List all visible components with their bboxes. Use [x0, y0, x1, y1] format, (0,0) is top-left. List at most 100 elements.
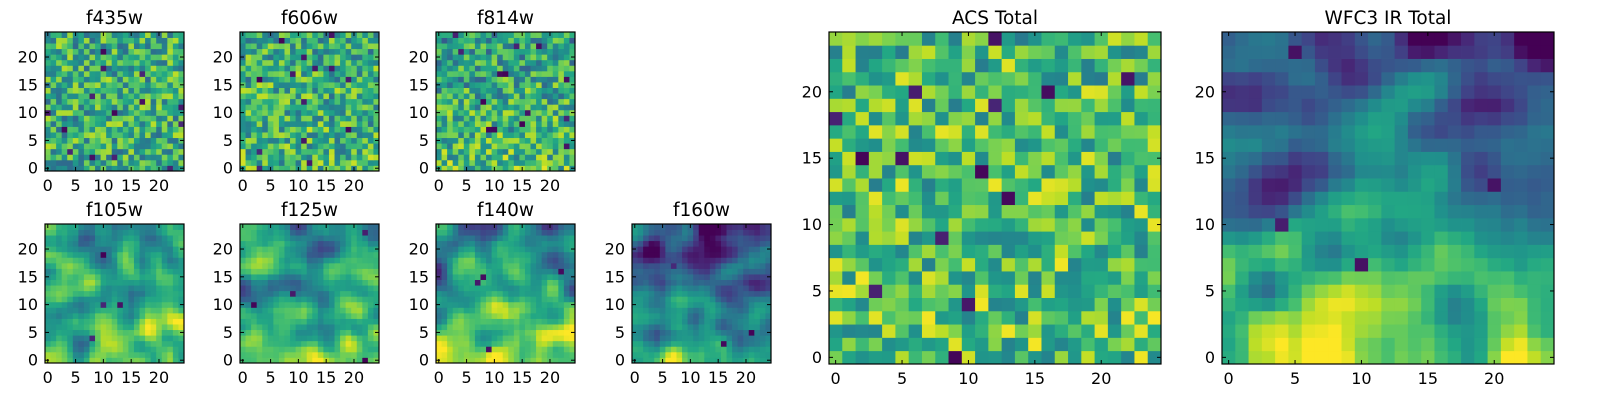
- heatmap-cell: [726, 290, 733, 297]
- heatmap-cell: [83, 335, 90, 342]
- heatmap-cell: [732, 251, 739, 258]
- heatmap-cell: [547, 120, 554, 127]
- heatmap-cell: [178, 279, 185, 286]
- y-tick-label: 10: [18, 295, 38, 314]
- heatmap-cell: [323, 120, 330, 127]
- heatmap-cell: [273, 224, 280, 230]
- heatmap-cell: [139, 54, 146, 61]
- heatmap-cell: [106, 268, 113, 275]
- heatmap-cell: [278, 165, 285, 172]
- heatmap-cell: [508, 318, 515, 325]
- heatmap-cell: [687, 257, 694, 264]
- heatmap-cell: [150, 43, 157, 50]
- heatmap-cell: [698, 268, 705, 275]
- heatmap-cell: [111, 120, 118, 127]
- heatmap-cell: [541, 229, 548, 236]
- heatmap-cell: [552, 246, 559, 253]
- heatmap-cell: [117, 268, 124, 275]
- heatmap-cell: [508, 37, 515, 44]
- heatmap-cell: [676, 246, 683, 253]
- heatmap-cell: [541, 120, 548, 127]
- heatmap-cell: [1054, 231, 1069, 245]
- heatmap-cell: [167, 126, 174, 133]
- heatmap-cell: [682, 274, 688, 280]
- heatmap-cell: [524, 109, 531, 116]
- heatmap-cell: [106, 43, 113, 50]
- heatmap-cell: [474, 346, 481, 353]
- heatmap-cell: [56, 307, 63, 314]
- heatmap-cell: [156, 296, 163, 303]
- heatmap-cell: [519, 70, 526, 77]
- heatmap-cell: [284, 104, 291, 111]
- heatmap-cell: [362, 262, 369, 269]
- heatmap-cell: [975, 231, 989, 245]
- heatmap-cell: [306, 159, 313, 166]
- heatmap-cell: [312, 120, 319, 127]
- heatmap-cell: [50, 104, 57, 111]
- heatmap-cell: [480, 65, 487, 72]
- heatmap-cell: [56, 279, 63, 286]
- heatmap-cell: [632, 251, 638, 258]
- heatmap-cell: [150, 224, 157, 230]
- heatmap-cell: [78, 346, 85, 353]
- heatmap-cell: [122, 257, 129, 264]
- heatmap-cell: [100, 76, 107, 83]
- heatmap-cell: [317, 257, 324, 264]
- heatmap-cell: [278, 262, 285, 269]
- heatmap-cell: [558, 312, 565, 319]
- heatmap-cell: [356, 312, 363, 319]
- heatmap-cell: [513, 159, 520, 166]
- heatmap-cell: [704, 329, 711, 336]
- heatmap-cell: [1094, 231, 1109, 245]
- heatmap-cell: [447, 335, 454, 342]
- heatmap-cell: [726, 229, 733, 236]
- heatmap-cell: [373, 154, 380, 161]
- heatmap-cell: [1147, 271, 1162, 285]
- heatmap-cell: [975, 204, 989, 219]
- heatmap-cell: [497, 54, 504, 61]
- heatmap-cell: [133, 301, 140, 308]
- heatmap-cell: [139, 104, 146, 111]
- heatmap-cell: [50, 346, 57, 353]
- heatmap-cell: [273, 148, 280, 155]
- heatmap-cell: [345, 346, 352, 353]
- heatmap-cell: [117, 104, 124, 111]
- heatmap-cell: [262, 257, 269, 264]
- heatmap-cell: [541, 301, 548, 308]
- heatmap-cell: [569, 32, 576, 38]
- heatmap-cell: [172, 335, 179, 342]
- heatmap-cell: [251, 301, 258, 308]
- heatmap-cell: [547, 312, 554, 319]
- heatmap-cell: [469, 235, 476, 242]
- heatmap-cell: [306, 137, 313, 144]
- heatmap-cell: [552, 357, 559, 364]
- heatmap-cell: [312, 109, 319, 116]
- heatmap-cell: [345, 54, 352, 61]
- heatmap-cell: [251, 137, 258, 144]
- heatmap-cell: [547, 307, 554, 314]
- heatmap-cell: [340, 285, 347, 292]
- heatmap-cell: [474, 82, 481, 88]
- heatmap-cell: [340, 132, 347, 139]
- heatmap-cell: [273, 318, 280, 325]
- heatmap-cell: [486, 262, 492, 269]
- heatmap-cell: [89, 262, 96, 269]
- heatmap-cell: [156, 257, 163, 264]
- heatmap-cell: [654, 335, 661, 342]
- heatmap-cell: [50, 324, 57, 331]
- heatmap-cell: [693, 301, 700, 308]
- heatmap-cell: [139, 307, 146, 314]
- heatmap-cell: [670, 351, 677, 358]
- heatmap-cell: [654, 274, 661, 280]
- heatmap-cell: [245, 143, 252, 150]
- heatmap-cell: [301, 98, 308, 105]
- heatmap-cell: [513, 115, 520, 122]
- heatmap-cell: [754, 296, 761, 303]
- heatmap-cell: [508, 115, 515, 122]
- heatmap-cell: [759, 274, 766, 280]
- heatmap-cell: [519, 257, 526, 264]
- heatmap-cell: [72, 285, 79, 292]
- heatmap-cell: [547, 93, 554, 100]
- heatmap-cell: [486, 82, 492, 88]
- heatmap-cell: [513, 224, 520, 230]
